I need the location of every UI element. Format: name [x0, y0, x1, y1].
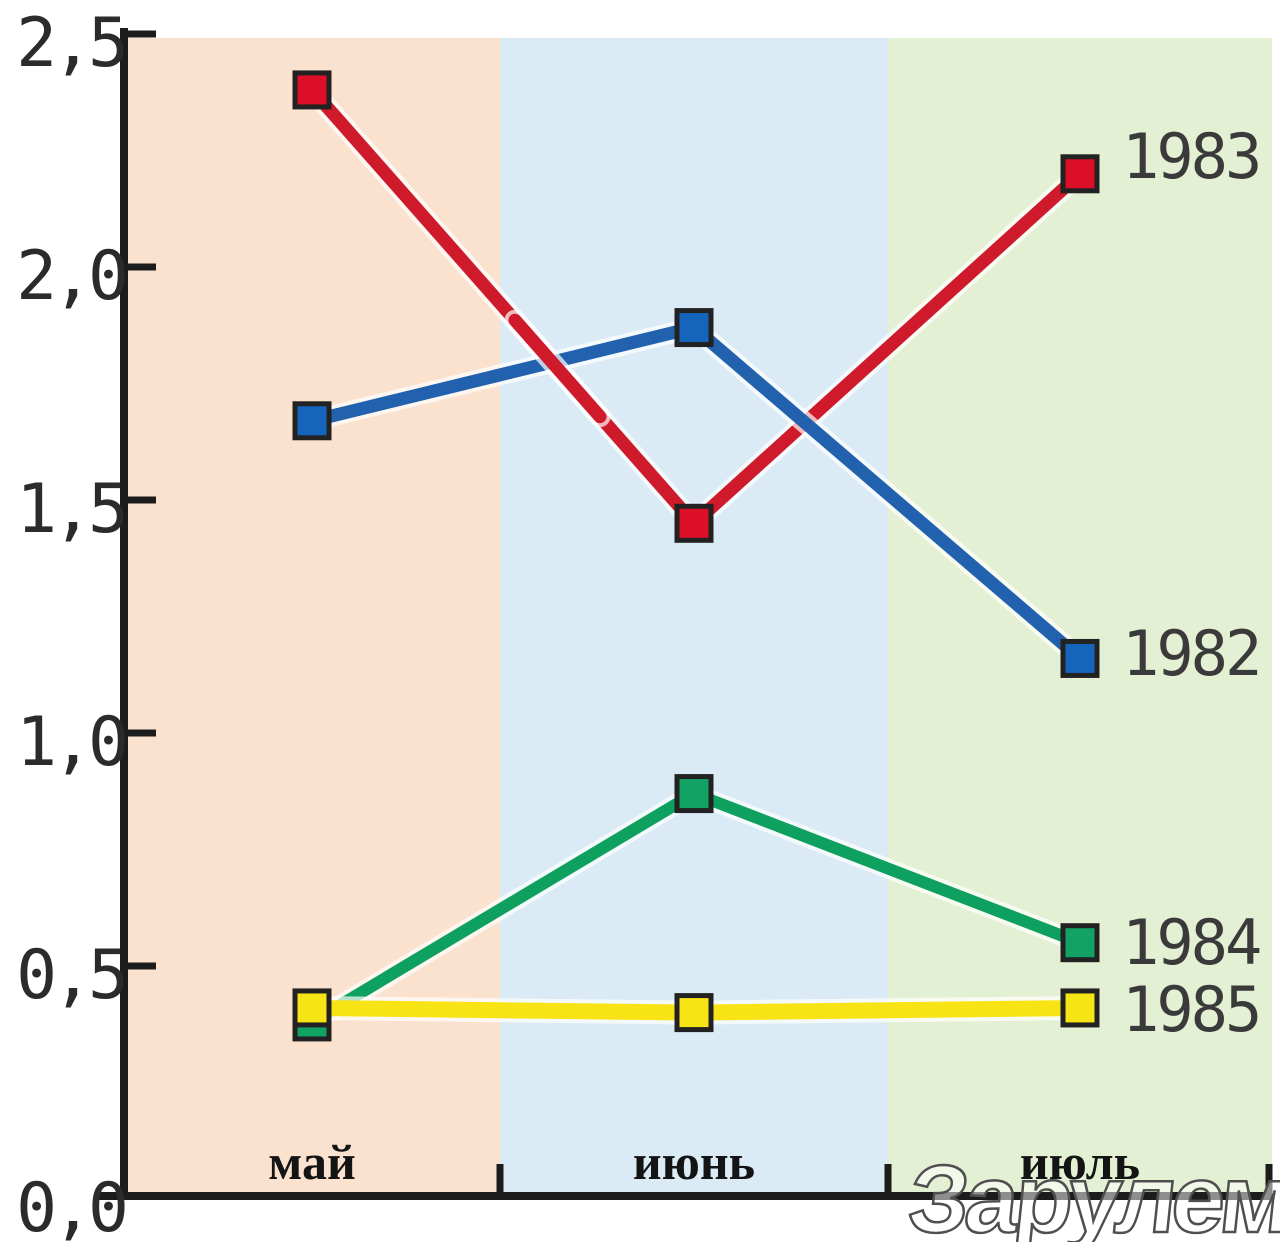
marker-1984-июнь: [674, 774, 714, 814]
y-tick: [126, 263, 156, 271]
marker-1982-июль: [1060, 638, 1100, 678]
y-axis: [120, 28, 128, 1200]
x-axis: [96, 1192, 1272, 1200]
y-tick: [126, 496, 156, 504]
marker-1982-май: [292, 401, 332, 441]
y-tick: [126, 30, 156, 38]
y-tick: [126, 962, 156, 970]
y-tick: [126, 729, 156, 737]
marker-1983-май: [292, 70, 332, 110]
marker-1985-июль: [1060, 988, 1100, 1028]
marker-1982-июнь: [674, 308, 714, 348]
watermark-text: Зарулем: [904, 1146, 1280, 1242]
line-1983: [508, 313, 607, 424]
marker-1984-июль: [1060, 923, 1100, 963]
x-tick: [1265, 1164, 1273, 1192]
x-tick: [884, 1164, 892, 1192]
marker-1983-июль: [1060, 154, 1100, 194]
marker-1985-май: [292, 988, 332, 1028]
x-tick: [496, 1164, 504, 1192]
marker-1985-июнь: [674, 993, 714, 1033]
marker-1983-июнь: [674, 503, 714, 543]
